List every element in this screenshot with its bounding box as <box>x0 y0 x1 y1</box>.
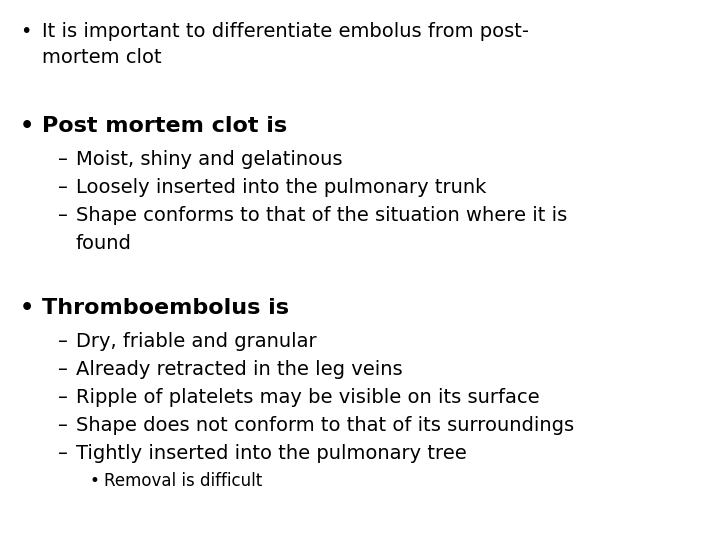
Text: –: – <box>58 150 68 169</box>
Text: •: • <box>90 472 100 490</box>
Text: Shape does not conform to that of its surroundings: Shape does not conform to that of its su… <box>76 416 574 435</box>
Text: –: – <box>58 444 68 463</box>
Text: –: – <box>58 416 68 435</box>
Text: –: – <box>58 178 68 197</box>
Text: mortem clot: mortem clot <box>42 48 161 67</box>
Text: Moist, shiny and gelatinous: Moist, shiny and gelatinous <box>76 150 343 169</box>
Text: •: • <box>20 116 35 136</box>
Text: Already retracted in the leg veins: Already retracted in the leg veins <box>76 360 402 379</box>
Text: –: – <box>58 332 68 351</box>
Text: found: found <box>76 234 132 253</box>
Text: •: • <box>20 298 35 318</box>
Text: Loosely inserted into the pulmonary trunk: Loosely inserted into the pulmonary trun… <box>76 178 487 197</box>
Text: Post mortem clot is: Post mortem clot is <box>42 116 287 136</box>
Text: •: • <box>20 22 32 41</box>
Text: Shape conforms to that of the situation where it is: Shape conforms to that of the situation … <box>76 206 567 225</box>
Text: It is important to differentiate embolus from post-: It is important to differentiate embolus… <box>42 22 529 41</box>
Text: –: – <box>58 360 68 379</box>
Text: –: – <box>58 206 68 225</box>
Text: Ripple of platelets may be visible on its surface: Ripple of platelets may be visible on it… <box>76 388 539 407</box>
Text: –: – <box>58 388 68 407</box>
Text: Dry, friable and granular: Dry, friable and granular <box>76 332 317 351</box>
Text: Thromboembolus is: Thromboembolus is <box>42 298 289 318</box>
Text: Tightly inserted into the pulmonary tree: Tightly inserted into the pulmonary tree <box>76 444 467 463</box>
Text: Removal is difficult: Removal is difficult <box>104 472 262 490</box>
